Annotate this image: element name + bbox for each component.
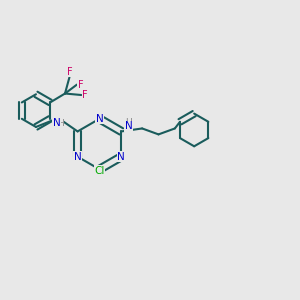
Text: H: H [125,118,132,127]
Text: Cl: Cl [94,166,105,176]
Text: F: F [78,80,83,90]
Text: F: F [67,67,72,77]
Text: H: H [57,119,64,128]
Text: N: N [125,121,133,131]
Text: N: N [74,152,82,162]
Text: F: F [82,90,88,100]
Text: N: N [53,118,61,128]
Text: N: N [118,152,125,162]
Text: N: N [96,114,103,124]
